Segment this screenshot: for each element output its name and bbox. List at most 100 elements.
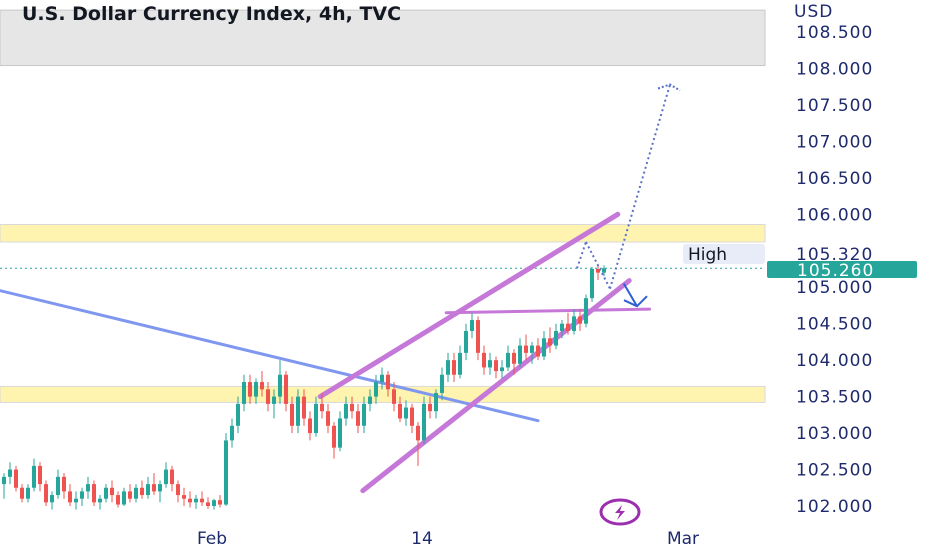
candle-body (152, 484, 156, 492)
candle-body (344, 403, 348, 419)
candle (554, 323, 558, 350)
candle (392, 382, 396, 412)
candle-body (140, 487, 144, 496)
candle-body (164, 469, 168, 485)
candle-body (224, 440, 228, 505)
candle (494, 356, 498, 379)
candle (602, 265, 606, 277)
lightning-icon[interactable] (599, 498, 641, 526)
candle-body (236, 403, 240, 426)
candle-body (590, 269, 594, 299)
candle (338, 411, 342, 452)
high-value-bg (767, 244, 917, 264)
candle (518, 338, 522, 368)
high-value: 105.320 (796, 245, 873, 265)
high-label: High (688, 245, 727, 265)
candle (266, 382, 270, 412)
candle-body (200, 498, 204, 503)
candle-body (128, 491, 132, 499)
candle (134, 484, 138, 503)
candle-body (122, 491, 126, 505)
candle (92, 480, 96, 506)
candle (482, 345, 486, 375)
price-badges: High 105.320 105.260 (683, 244, 917, 281)
candle-body (602, 268, 606, 273)
candle-body (584, 298, 588, 324)
candle-body (524, 345, 528, 353)
candle (422, 396, 426, 445)
candle-body (86, 484, 90, 492)
candle-body (368, 396, 372, 404)
candle-body (182, 495, 186, 499)
candle (248, 374, 252, 404)
candle (452, 352, 456, 383)
projection-segment-1 (585, 241, 611, 290)
down-arrow-shaft (622, 283, 638, 307)
last-price-badge (767, 261, 917, 278)
candle (470, 312, 474, 339)
candle-body (494, 360, 498, 372)
candle-body (158, 484, 162, 492)
candle (446, 352, 450, 383)
price-axis[interactable]: USD 108.500 108.000 107.500 107.000 106.500 1… (794, 2, 873, 517)
candle (368, 389, 372, 412)
candle (548, 327, 552, 353)
candle (98, 495, 102, 510)
candle (110, 480, 114, 503)
bands-layer (0, 9, 766, 403)
y-tick-label: 107.500 (796, 96, 873, 116)
candle-body (440, 374, 444, 393)
candle-body (62, 476, 66, 492)
candle-body (44, 484, 48, 503)
candle-body (278, 374, 282, 397)
candle (398, 396, 402, 423)
y-tick-label: 103.000 (796, 424, 873, 444)
candle (344, 396, 348, 426)
candle-body (356, 411, 360, 426)
y-tick-label: 106.500 (796, 169, 873, 189)
candle-body (554, 330, 558, 346)
candle (32, 458, 36, 492)
candle (290, 396, 294, 434)
candle (146, 476, 150, 499)
candle (194, 495, 198, 509)
candle (488, 352, 492, 375)
y-tick-label: 108.000 (796, 59, 873, 79)
candle-body (332, 425, 336, 448)
chart-title: U.S. Dollar Currency Index, 4h, TVC (22, 3, 401, 25)
channel-upper (317, 211, 621, 400)
candle-body (38, 465, 42, 485)
candle (224, 433, 228, 506)
candle (230, 418, 234, 448)
candle-body (428, 403, 432, 412)
candle-body (218, 500, 222, 505)
candle (260, 371, 264, 397)
candle-body (548, 338, 552, 346)
candle (332, 422, 336, 459)
candle-body (2, 476, 6, 485)
candle (584, 294, 588, 328)
candle (572, 309, 576, 335)
candle (158, 480, 162, 503)
candles-layer (2, 263, 606, 510)
candle (218, 495, 222, 508)
candle (596, 263, 600, 280)
candle-body (416, 425, 420, 441)
candle-body (248, 382, 252, 397)
candle (350, 396, 354, 419)
candle-body (422, 403, 426, 441)
candle (86, 476, 90, 499)
candle (122, 487, 126, 506)
candle (326, 403, 330, 434)
candle (278, 360, 282, 404)
candle-body (506, 352, 510, 368)
candle-body (470, 320, 474, 331)
currency-label: USD (794, 2, 833, 22)
shaded-range-band (0, 9, 766, 67)
time-axis[interactable]: Feb 14 Mar (197, 529, 699, 549)
candle-body (194, 498, 198, 503)
candle (536, 338, 540, 361)
candle (104, 484, 108, 503)
y-tick-label: 105.000 (796, 278, 873, 298)
